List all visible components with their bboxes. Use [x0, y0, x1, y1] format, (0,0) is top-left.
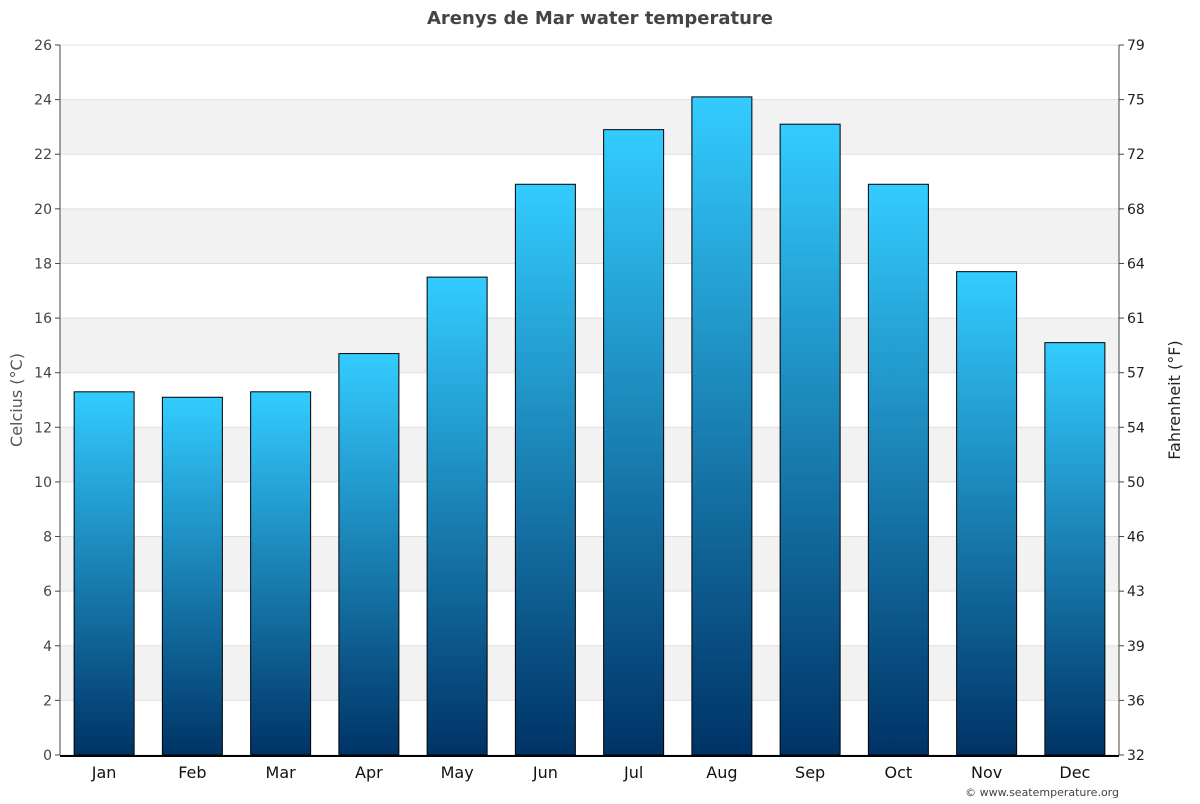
bar-oct: [867, 183, 929, 756]
bar-may: [426, 276, 488, 756]
y2-tick-label: 39: [1127, 639, 1145, 655]
y-tick-label: 18: [34, 256, 52, 272]
y2-tick-label: 46: [1127, 530, 1145, 546]
x-tick-label: Sep: [795, 763, 825, 782]
y2-tick-label: 64: [1127, 256, 1145, 272]
bar-feb: [161, 396, 223, 756]
y-tick-label: 16: [34, 311, 52, 327]
bar-aug: [691, 96, 753, 756]
x-tick-label: Dec: [1059, 763, 1090, 782]
bar-jun: [514, 183, 576, 756]
x-tick-label: Mar: [266, 763, 297, 782]
x-tick-label: Feb: [178, 763, 206, 782]
grid-band: [60, 645, 1119, 701]
y2-axis-label: Fahrenheit (°F): [1165, 340, 1184, 459]
bar-jan: [73, 391, 135, 756]
x-tick-label: Oct: [885, 763, 913, 782]
y-axis-label: Celcius (°C): [7, 353, 26, 447]
bar-nov: [956, 271, 1018, 756]
y-tick-label: 22: [34, 147, 52, 163]
y-tick-label: 6: [43, 584, 52, 600]
bar-sep: [779, 123, 841, 756]
y2-tick-label: 36: [1127, 693, 1145, 709]
grid-band: [60, 318, 1119, 373]
grid-band: [60, 536, 1119, 592]
grid-band: [60, 208, 1119, 264]
x-tick-label: Nov: [971, 763, 1002, 782]
bar-dec: [1044, 342, 1106, 756]
y2-tick-label: 32: [1127, 748, 1145, 764]
y-tick-label: 20: [34, 202, 52, 218]
y2-tick-label: 57: [1127, 366, 1145, 382]
y-tick-label: 24: [34, 93, 52, 109]
y-tick-label: 14: [34, 366, 52, 382]
y2-tick-label: 43: [1127, 584, 1145, 600]
bar-apr: [338, 353, 400, 756]
footer-credit[interactable]: © www.seatemperature.org: [965, 786, 1119, 799]
y2-tick-label: 72: [1127, 147, 1145, 163]
x-tick-label: May: [441, 763, 474, 782]
x-tick-label: Aug: [706, 763, 737, 782]
y2-tick-label: 68: [1127, 202, 1145, 218]
y-tick-label: 2: [43, 693, 52, 709]
y2-tick-label: 50: [1127, 475, 1145, 491]
y-tick-label: 12: [34, 420, 52, 436]
y2-tick-label: 75: [1127, 93, 1145, 109]
y-tick-label: 0: [43, 748, 52, 764]
y2-tick-label: 54: [1127, 420, 1145, 436]
bar-jul: [603, 129, 665, 756]
y2-tick-label: 79: [1127, 38, 1145, 54]
y2-tick-label: 61: [1127, 311, 1145, 327]
grid-band: [60, 427, 1119, 482]
y-tick-label: 4: [43, 639, 52, 655]
x-tick-label: Jun: [532, 763, 558, 782]
grid-band: [60, 99, 1119, 155]
bar-mar: [250, 391, 312, 756]
x-tick-label: Jul: [623, 763, 643, 782]
y-tick-label: 26: [34, 38, 52, 54]
y-tick-label: 8: [43, 530, 52, 546]
y-tick-label: 10: [34, 475, 52, 491]
x-tick-label: Jan: [91, 763, 117, 782]
chart-title: Arenys de Mar water temperature: [427, 8, 773, 29]
x-tick-label: Apr: [355, 763, 383, 782]
